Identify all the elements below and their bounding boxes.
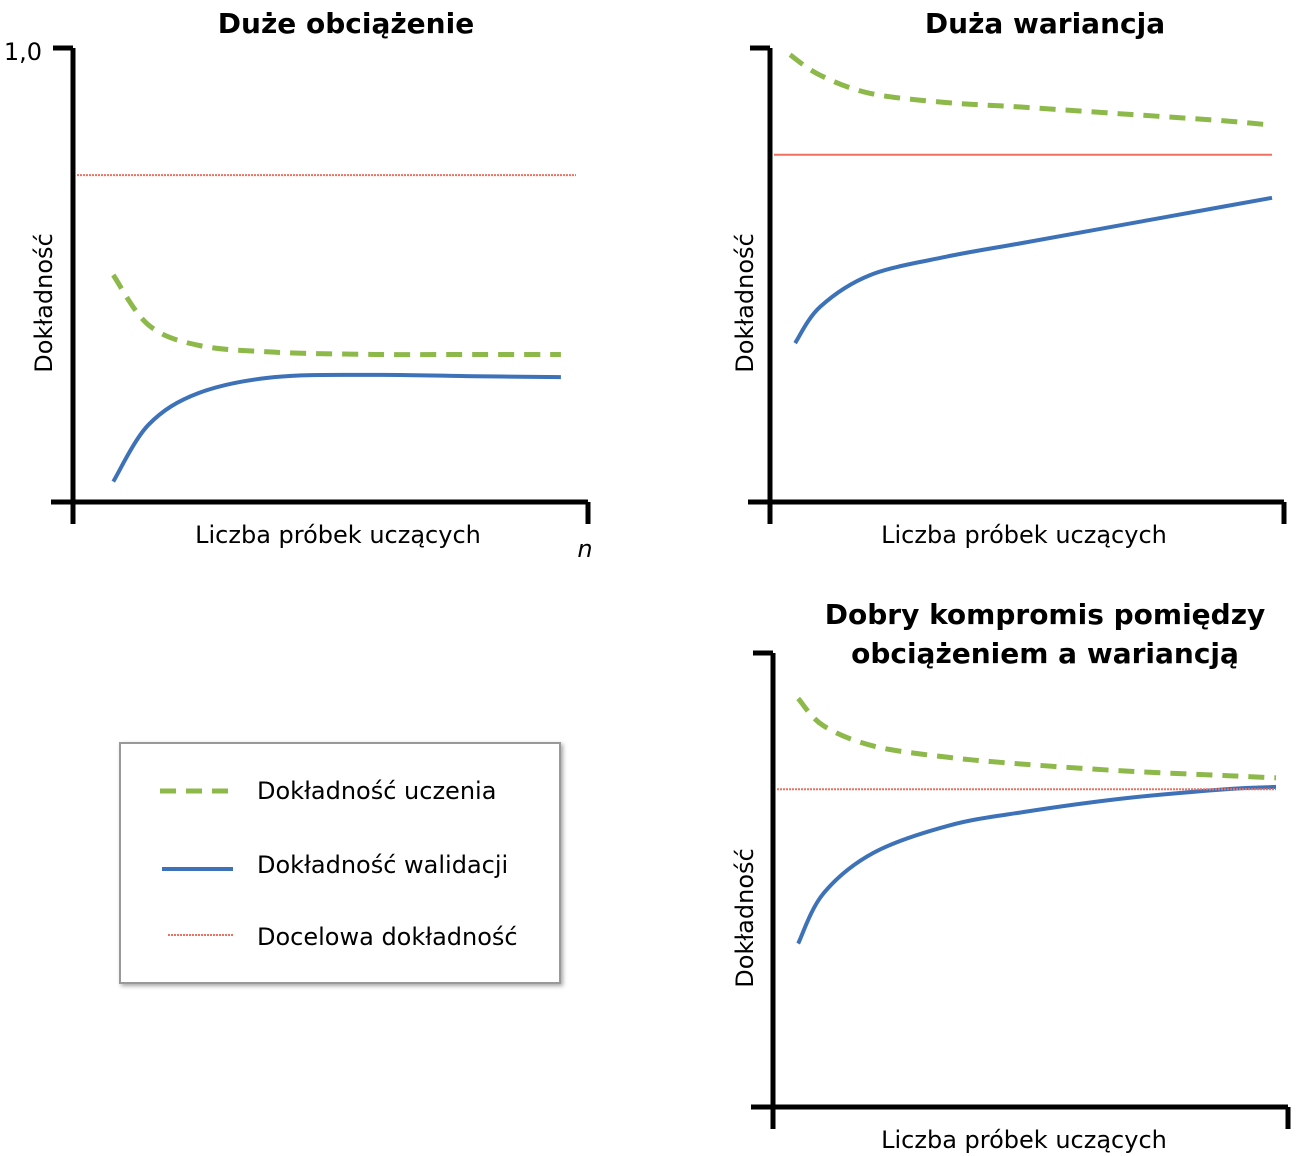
y-tick-top-label: 1,0: [4, 38, 42, 66]
y-axis-label: Dokładność: [731, 233, 759, 372]
validation-accuracy-line: [793, 195, 1273, 345]
chart-good-tradeoff: Dobry kompromis pomiędzy obciążeniem a w…: [731, 598, 1291, 1154]
validation-accuracy-line: [796, 784, 1277, 945]
x-axis-label: Liczba próbek uczących: [195, 521, 481, 549]
y-axis-label: Dokładność: [731, 848, 759, 987]
validation-accuracy-line: [111, 372, 561, 483]
chart-high-variance: Duża wariancja Dokładność Liczba próbek …: [731, 7, 1287, 549]
legend-val-label: Dokładność walidacji: [257, 851, 508, 879]
legend: Dokładność uczenia Dokładność walidacji …: [119, 742, 561, 984]
legend-box: [119, 742, 561, 984]
legend-train-label: Dokładność uczenia: [257, 777, 496, 805]
training-accuracy-line: [111, 273, 561, 358]
chart-title-line-1: Dobry kompromis pomiędzy: [825, 598, 1266, 631]
chart-title-line-2: obciążeniem a wariancją: [851, 637, 1239, 670]
x-axis-end-label: n: [577, 535, 592, 563]
y-axis-label: Dokładność: [30, 233, 58, 372]
training-accuracy-line: [796, 696, 1277, 781]
x-axis-label: Liczba próbek uczących: [881, 521, 1167, 549]
training-accuracy-line: [788, 52, 1273, 128]
x-axis-label: Liczba próbek uczących: [881, 1126, 1167, 1154]
chart-high-bias: Duże obciążenie 1,0 Dokładność Liczba pr…: [4, 7, 593, 563]
chart-title: Duża wariancja: [925, 7, 1165, 40]
legend-target-label: Docelowa dokładność: [257, 923, 518, 951]
chart-title: Duże obciążenie: [218, 7, 474, 40]
